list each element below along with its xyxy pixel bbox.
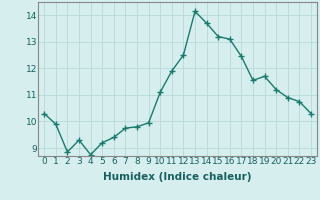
X-axis label: Humidex (Indice chaleur): Humidex (Indice chaleur) [103,172,252,182]
